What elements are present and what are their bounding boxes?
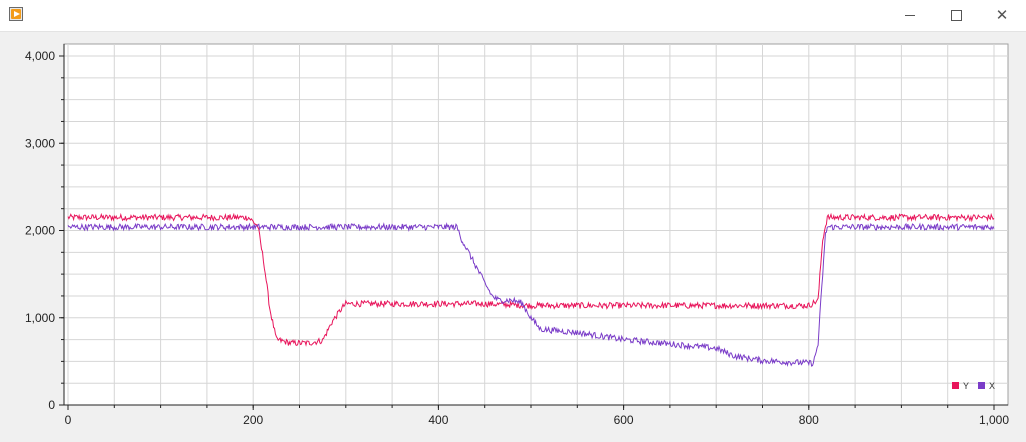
plot-background: [63, 43, 1009, 406]
y-tick-label: 4,000: [25, 49, 55, 63]
play-app-icon[interactable]: [9, 7, 23, 21]
legend-label-y: Y: [963, 381, 969, 391]
y-tick-label: 1,000: [25, 311, 55, 325]
close-icon: ✕: [995, 6, 1009, 24]
minimize-button[interactable]: [887, 0, 933, 31]
x-tick-label: 800: [799, 413, 819, 427]
close-button[interactable]: ✕: [979, 0, 1025, 31]
legend-swatch-y: [952, 382, 959, 389]
maximize-button[interactable]: [933, 0, 979, 31]
x-tick-label: 400: [428, 413, 448, 427]
scrollbar-track: [1016, 32, 1026, 442]
maximize-icon: [950, 10, 962, 21]
y-tick-label: 3,000: [25, 136, 55, 150]
legend-swatch-x: [978, 382, 985, 389]
title-bar: ✕: [0, 0, 1026, 32]
x-tick-label: 0: [65, 413, 72, 427]
x-tick-label: 200: [243, 413, 263, 427]
series-line-y: [67, 212, 995, 347]
x-tick-label: 1,000: [979, 413, 1009, 427]
y-tick-label: 2,000: [25, 224, 55, 238]
minimize-icon: [905, 15, 915, 16]
legend-label-x: X: [989, 381, 995, 391]
x-tick-label: 600: [614, 413, 634, 427]
line-chart: 0 1,000 2,000 3,000 4,000 0 200 400 600 800 1,000 Y…: [25, 32, 1026, 442]
series-line-x: [67, 222, 995, 367]
y-tick-label: 0: [48, 398, 55, 412]
chart-area: 0 1,000 2,000 3,000 4,000 0 200 400 600 800 1,000 Y…: [0, 32, 1026, 442]
